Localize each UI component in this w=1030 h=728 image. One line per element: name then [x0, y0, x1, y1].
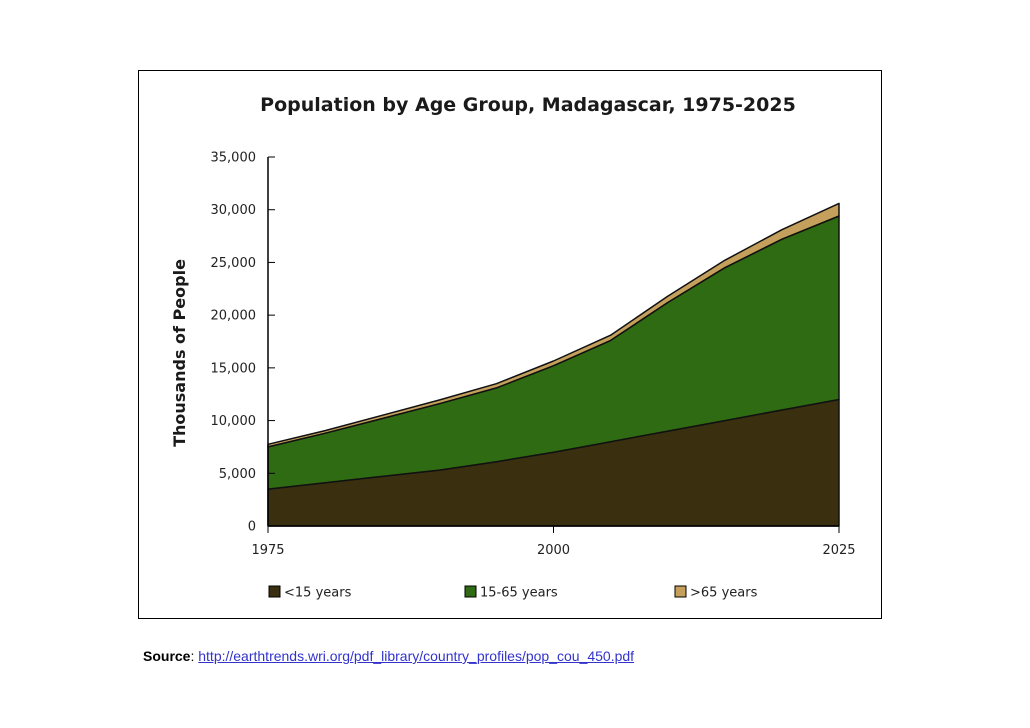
legend: <15 years 15-65 years >65 years	[268, 585, 758, 601]
source-label: Source	[143, 648, 191, 664]
y-axis-label: Thousands of People	[170, 259, 189, 447]
legend-label-3: >65 years	[690, 586, 758, 601]
source-line: Source: http://earthtrends.wri.org/pdf_l…	[143, 648, 634, 664]
y-tick-label: 15,000	[211, 361, 257, 376]
legend-swatch-1	[268, 585, 281, 598]
y-tick-label: 20,000	[211, 309, 257, 324]
source-separator: :	[190, 648, 199, 664]
legend-label-1: <15 years	[284, 586, 352, 601]
y-tick-label: 5,000	[219, 467, 256, 482]
chart-title: Population by Age Group, Madagascar, 197…	[260, 94, 796, 116]
plot-areas	[267, 202, 840, 527]
source-link[interactable]: http://earthtrends.wri.org/pdf_library/c…	[198, 648, 635, 664]
chart-frame: Population by Age Group, Madagascar, 197…	[138, 70, 882, 619]
x-tick-label: 2000	[537, 543, 570, 558]
legend-swatch-2	[464, 585, 477, 598]
y-tick-label: 35,000	[211, 151, 257, 166]
x-tick-label: 2025	[822, 543, 855, 558]
x-tick-label: 1975	[251, 543, 284, 558]
axes: 0 5,000 10,000 15,000 20,000 25,000 30,000 35,0…	[211, 151, 856, 559]
legend-swatch-3	[674, 585, 687, 598]
y-tick-label: 30,000	[211, 203, 257, 218]
y-tick-label: 0	[248, 520, 256, 535]
y-tick-label: 10,000	[211, 414, 257, 429]
legend-label-2: 15-65 years	[480, 586, 558, 601]
area-series-3	[267, 202, 840, 448]
population-area-chart: Population by Age Group, Madagascar, 197…	[170, 94, 856, 601]
y-tick-label: 25,000	[211, 256, 257, 271]
